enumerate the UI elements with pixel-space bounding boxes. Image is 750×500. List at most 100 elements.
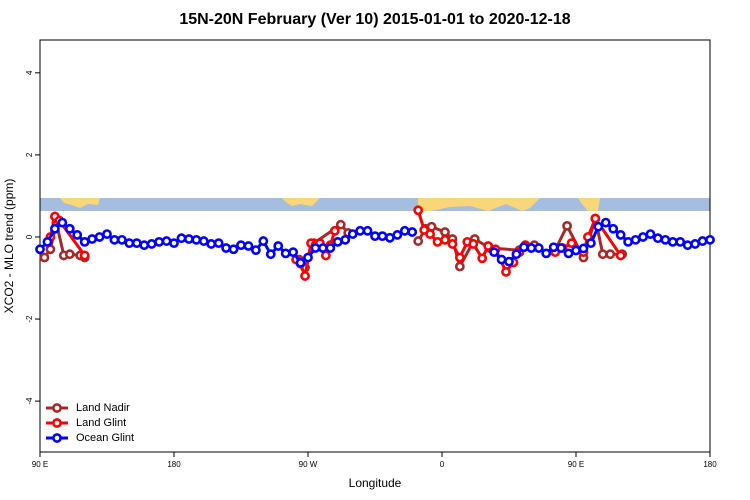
land-strip [418,198,540,211]
data-point [198,236,209,246]
data-point [64,249,75,260]
legend-marker [52,403,62,413]
data-point [221,243,232,253]
data-point [566,238,577,249]
data-point [340,234,351,245]
data-point [370,231,380,242]
data-point [447,239,458,249]
data-point [518,242,529,253]
data-point [57,217,68,228]
data-point [483,241,494,251]
data-point [675,236,686,247]
data-point [191,234,202,245]
data-point [42,236,53,247]
data-point [213,238,224,249]
data-point [243,241,254,251]
x-tick-label: 90 E [32,460,48,469]
data-point [413,205,424,216]
data-point [176,233,187,244]
data-point [335,219,346,230]
data-point [236,240,246,251]
y-tick-label: 2 [25,152,34,157]
data-point [329,225,340,236]
data-point [585,238,596,249]
land-strip [578,198,600,211]
legend-marker [52,433,62,443]
data-point [109,234,120,245]
data-point [154,236,165,247]
data-point [526,243,537,253]
data-point [511,249,522,260]
x-tick-label: 0 [440,460,445,469]
data-point [49,223,60,234]
data-point [682,240,693,251]
chart-title: 15N-20N February (Ver 10) 2015-01-01 to … [179,11,570,28]
data-point [541,248,552,259]
data-point [161,236,172,246]
data-point [413,236,424,246]
data-point [79,236,90,247]
data-point [496,254,507,265]
data-point [139,240,150,251]
y-tick-label: -4 [25,397,34,405]
map-strip [40,198,710,211]
data-point [638,232,648,242]
data-point [64,223,75,234]
data-point [705,234,715,245]
data-point [556,243,567,253]
x-axis-label: Longitude [349,476,402,490]
data-point [590,213,601,224]
y-tick-label: 4 [25,70,34,75]
data-point [489,247,500,258]
data-point [325,243,336,253]
data-point [183,234,194,244]
data-point [454,261,465,272]
data-point [377,231,388,242]
data-point [645,229,656,239]
data-point [578,243,589,254]
data-point [667,236,678,247]
data-point [206,239,217,249]
data-point [593,221,604,232]
data-point [87,234,98,244]
data-point [571,245,581,256]
x-tick-label: 90 W [299,460,318,469]
land-strip [60,198,100,208]
data-point [250,245,261,256]
data-point [355,225,366,236]
x-tick-label: 90 E [568,460,584,469]
data-point [600,217,611,228]
data-point [317,243,328,253]
data-point [300,271,310,281]
data-point [605,249,616,260]
data-point [432,236,443,247]
ocean-strip [40,198,710,211]
data-point [310,243,321,253]
data-point [399,225,410,236]
x-tick-label: 180 [167,460,181,469]
data-point [273,241,284,251]
data-point [35,244,45,255]
data-point [116,234,127,245]
data-point [440,227,450,237]
data-point [384,232,395,243]
data-point [562,220,572,231]
data-point [501,266,511,277]
data-point [426,221,437,232]
data-point [228,244,239,255]
data-point [504,256,514,267]
data-point [615,230,626,240]
data-point [169,238,179,249]
x-tick-label: 180 [703,460,717,469]
data-point [295,257,306,268]
y-tick-label: -2 [25,315,34,323]
data-point [79,250,90,261]
legend-label: Land Glint [76,417,126,429]
data-point [39,252,50,263]
data-point [652,233,663,244]
data-point [94,232,105,242]
data-point [146,239,157,249]
data-point [468,239,479,249]
legend-marker [52,418,62,428]
